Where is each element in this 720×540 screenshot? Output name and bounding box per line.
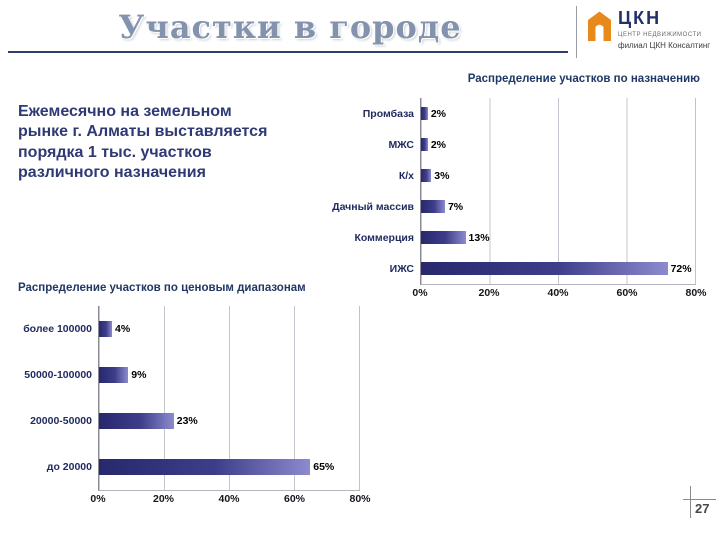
bar — [421, 231, 466, 244]
bar — [99, 459, 311, 475]
category-label: 50000-100000 — [24, 369, 92, 381]
value-label: 4% — [115, 323, 131, 335]
category-label: МЖС — [388, 138, 414, 151]
value-label: 3% — [434, 169, 450, 182]
price-chart-labels: более 100000 50000-100000 20000-50000 до 20… — [8, 306, 98, 491]
bar — [421, 262, 668, 275]
intro-line: различного назначения — [18, 164, 206, 182]
chart-bar-row: 3% — [421, 160, 695, 191]
logo-abbr: ЦКН — [618, 8, 662, 28]
price-distribution-chart: более 100000 50000-100000 20000-50000 до 20… — [8, 306, 371, 505]
axis-tick-label: 20% — [478, 287, 500, 299]
category-label: Дачный массив — [332, 200, 414, 213]
intro-text: Ежемесячно на земельном рынке г. Алматы … — [18, 102, 320, 184]
logo-subtitle-1: центр недвижимости — [618, 32, 702, 38]
axis-tick-label: 0% — [412, 287, 428, 299]
value-label: 72% — [670, 262, 692, 275]
purpose-chart-plot: 2% 2% 3% 7% 13% 72% 0% 20% 40% 60% 80% — [412, 98, 707, 299]
axis-tick-label: 40% — [218, 493, 240, 505]
chart-bar-row: 13% — [421, 222, 695, 253]
chart-bar-row: 72% — [421, 253, 695, 284]
page-title: Участки в городе — [118, 8, 462, 46]
chart-bar-row: 2% — [421, 129, 695, 160]
building-icon — [586, 10, 613, 46]
bar — [421, 200, 445, 213]
axis-tick-label: 80% — [349, 493, 371, 505]
bar — [421, 169, 432, 182]
intro-line: рынке г. Алматы выставляется — [18, 123, 268, 141]
category-label: Коммерция — [354, 231, 414, 244]
category-label: К/х — [398, 169, 414, 182]
price-chart-plot: 4% 9% 23% 65% 0% 20% 40% 60% 80% — [90, 306, 371, 505]
axis-tick-label: 60% — [616, 287, 638, 299]
value-label: 2% — [430, 138, 447, 151]
chart-bar-row: 65% — [99, 444, 359, 490]
axis-tick-label: 20% — [152, 493, 175, 505]
bar — [99, 413, 174, 429]
axis-tick-label: 0% — [90, 493, 106, 505]
value-label: 7% — [447, 200, 464, 213]
page-number: 27 — [695, 501, 710, 516]
value-label: 2% — [430, 107, 447, 120]
category-label: ИЖС — [389, 262, 414, 275]
intro-line: порядка 1 тыс. участков — [18, 143, 212, 161]
category-label: 20000-50000 — [30, 415, 92, 427]
bar — [99, 321, 112, 337]
chart-bar-row: 7% — [421, 191, 695, 222]
intro-line: Ежемесячно на земельном — [18, 103, 232, 120]
logo-divider — [576, 6, 577, 58]
purpose-chart-title: Распределение участков по назначению — [467, 73, 700, 85]
purpose-chart-x-axis: 0% 20% 40% 60% 80% — [412, 284, 706, 300]
value-label: 9% — [131, 369, 147, 381]
page-number-divider-horizontal — [683, 499, 716, 500]
purpose-chart-labels: Промбаза МЖС К/х Дачный массив Коммерция ИЖС — [318, 98, 420, 285]
axis-tick-label: 40% — [547, 287, 569, 299]
bar — [99, 367, 129, 383]
logo: ЦКН центр недвижимости филиал ЦКН Консал… — [586, 8, 716, 60]
value-label: 23% — [176, 415, 198, 427]
value-label: 65% — [313, 461, 335, 473]
chart-bar-row: 23% — [99, 398, 359, 444]
category-label: до 20000 — [46, 461, 92, 473]
axis-tick-label: 80% — [685, 287, 707, 299]
header-divider — [8, 51, 568, 53]
chart-bar-row: 9% — [99, 352, 359, 398]
value-label: 13% — [468, 231, 490, 244]
purpose-distribution-chart: Промбаза МЖС К/х Дачный массив Коммерция ИЖС … — [318, 98, 707, 299]
chart-bar-row: 2% — [421, 98, 695, 129]
price-chart-x-axis: 0% 20% 40% 60% 80% — [90, 490, 370, 506]
category-label: более 100000 — [23, 323, 92, 335]
category-label: Промбаза — [362, 107, 414, 120]
logo-subtitle-2: филиал ЦКН Консалтинг — [618, 41, 711, 50]
bar — [421, 107, 428, 120]
price-chart-title: Распределение участков по ценовым диапаз… — [18, 282, 306, 294]
axis-tick-label: 60% — [283, 493, 306, 505]
chart-bar-row: 4% — [99, 306, 359, 352]
bar — [421, 138, 428, 151]
page-number-divider-vertical — [690, 486, 691, 518]
